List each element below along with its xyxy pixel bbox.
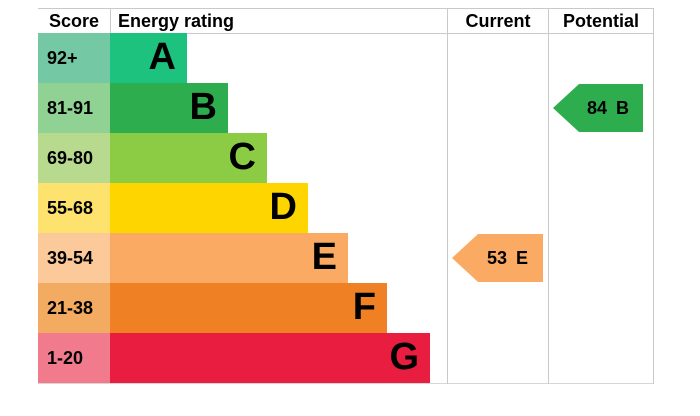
header-energy-rating: Energy rating: [118, 11, 235, 31]
score-column-divider: [110, 8, 111, 33]
header-score: Score: [48, 11, 100, 31]
potential-column-divider: [548, 8, 549, 384]
rating-bar-d: D: [110, 183, 308, 233]
header-current: Current: [465, 11, 531, 31]
rating-letter: C: [228, 136, 256, 178]
rating-row-f: 21-38 F: [38, 283, 458, 333]
table-top-border: [38, 8, 654, 9]
score-range: 55-68: [38, 183, 110, 233]
rating-letter: B: [189, 86, 217, 128]
rating-bar-f: F: [110, 283, 387, 333]
rating-letter: D: [269, 186, 297, 228]
score-range: 81-91: [38, 83, 110, 133]
header-potential: Potential: [562, 11, 639, 31]
rating-bar-c: C: [110, 133, 267, 183]
rating-bar-e: E: [110, 233, 348, 283]
current-rating-arrow: 53 E: [452, 234, 543, 282]
potential-rating-arrow: 84 B: [553, 84, 643, 132]
rating-row-c: 69-80 C: [38, 133, 458, 183]
rating-row-b: 81-91 B: [38, 83, 458, 133]
rating-bar-b: B: [110, 83, 228, 133]
score-range: 39-54: [38, 233, 110, 283]
rating-letter: E: [311, 236, 337, 278]
rating-bar-g: G: [110, 333, 430, 383]
header-bottom-border: [38, 33, 654, 34]
rating-row-e: 39-54 E: [38, 233, 458, 283]
rating-row-g: 1-20 G: [38, 333, 458, 383]
rating-letter: G: [389, 336, 419, 378]
table-bottom-border: [38, 383, 654, 384]
rating-row-a: 92+ A: [38, 33, 458, 83]
potential-rating-band: B: [616, 97, 630, 118]
current-rating-value: 53: [486, 247, 507, 268]
score-range: 69-80: [38, 133, 110, 183]
score-range: 21-38: [38, 283, 110, 333]
potential-rating-value: 84: [586, 97, 608, 118]
current-column-divider: [447, 8, 448, 384]
score-range: 92+: [38, 33, 110, 83]
table-right-border: [653, 8, 654, 384]
score-range: 1-20: [38, 333, 110, 383]
current-rating-band: E: [516, 247, 529, 268]
rating-letter: F: [352, 286, 376, 328]
rating-letter: A: [148, 36, 176, 78]
rating-bar-a: A: [110, 33, 187, 83]
rating-row-d: 55-68 D: [38, 183, 458, 233]
